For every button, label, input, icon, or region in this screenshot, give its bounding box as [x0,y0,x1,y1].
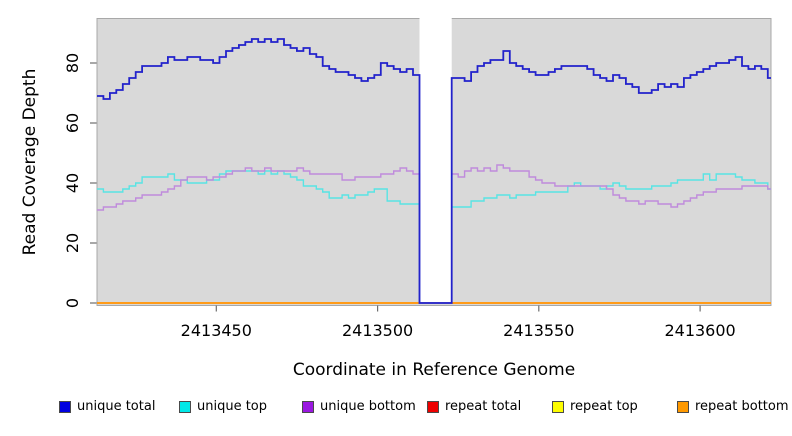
y-tick-label: 60 [63,113,82,133]
x-tick-label: 2413450 [181,321,252,340]
x-tick-label: 2413500 [342,321,413,340]
y-tick-label: 40 [63,173,82,193]
coverage-gap-band [419,17,452,304]
y-axis: 0 20 40 60 80 [63,53,97,308]
x-axis: 2413450 2413500 2413550 2413600 [181,305,736,340]
y-tick-label: 80 [63,53,82,73]
x-axis-title: Coordinate in Reference Genome [292,360,576,380]
y-axis-title: Read Coverage Depth [20,68,40,256]
x-tick-label: 2413600 [664,321,735,340]
series-unique-total [97,38,771,304]
y-tick-label: 0 [63,298,82,308]
y-tick-label: 20 [63,233,82,253]
x-tick-label: 2413550 [503,321,574,340]
